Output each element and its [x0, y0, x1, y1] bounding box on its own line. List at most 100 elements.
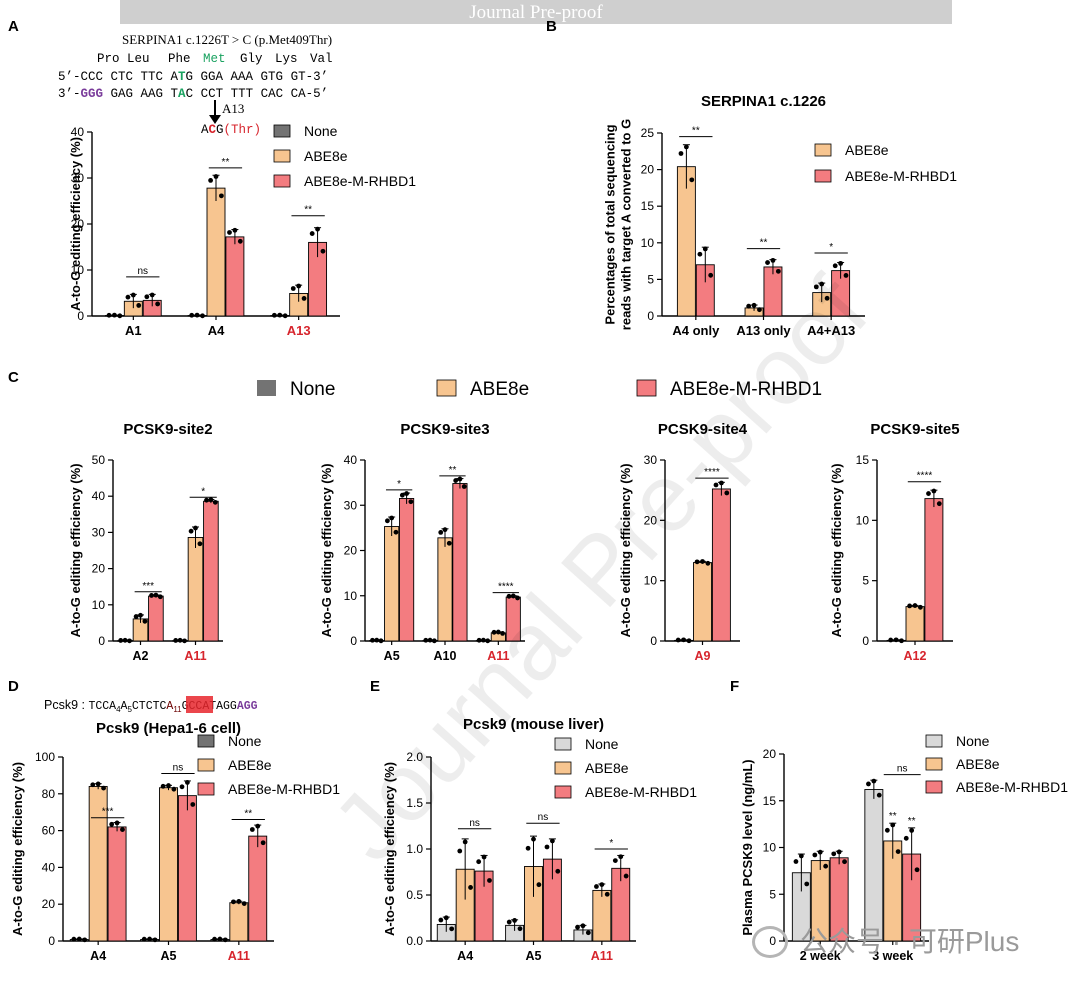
replicate-dot — [686, 638, 692, 644]
replicate-dot — [142, 618, 148, 624]
replicate-dot — [678, 151, 684, 156]
y-tick-label: 0 — [77, 309, 84, 323]
category-label: A5 — [384, 649, 400, 663]
y-tick-label: 100 — [35, 750, 55, 764]
legend-c-swatch-abe8e — [436, 379, 457, 397]
replicate-dot — [824, 295, 830, 301]
replicate-dot — [895, 849, 901, 855]
replicate-dot — [277, 312, 283, 318]
chart-legend: None ABE8e ABE8e-M-RHBD1 — [925, 733, 1068, 795]
replicate-dot — [136, 303, 142, 308]
replicate-dot — [604, 891, 610, 897]
replicate-dot — [476, 637, 482, 643]
replicate-dot — [217, 936, 223, 942]
replicate-dot — [708, 272, 714, 278]
legend-swatch — [554, 761, 572, 775]
replicate-dot — [197, 541, 203, 547]
category-label: A4 — [457, 949, 473, 963]
wechat-label: 公众号 · 可研Plus — [800, 926, 1020, 957]
legend-swatch — [814, 169, 832, 183]
antisense-strand: 3’-GGG GAG AAG TAC CCT TTT CAC CA-5’ — [58, 87, 328, 101]
replicate-dot — [442, 527, 448, 533]
replicate-dot — [866, 781, 871, 787]
significance-label: ** — [692, 126, 700, 137]
replicate-dot — [177, 637, 183, 643]
replicate-dot — [719, 480, 724, 486]
replicate-dot — [431, 638, 437, 644]
replicate-dot — [408, 499, 414, 505]
replicate-dot — [138, 612, 143, 618]
y-axis-label: Percentages of total sequencingreads wit… — [603, 119, 634, 330]
replicate-dot — [271, 312, 277, 318]
legend-label: ABE8e — [585, 760, 629, 776]
y-axis-label-line: reads with target A converted to G — [618, 119, 633, 330]
legend-swatch — [197, 782, 215, 796]
replicate-dot — [612, 858, 618, 863]
replicate-dot — [793, 859, 799, 864]
replicate-dot — [443, 915, 449, 921]
y-tick-label: 5 — [862, 574, 869, 588]
aa-phe: Phe — [168, 52, 191, 66]
replicate-dot — [751, 302, 757, 308]
replicate-dot — [871, 778, 877, 784]
bar — [924, 498, 944, 642]
replicate-dot — [689, 177, 695, 183]
replicate-dot — [457, 848, 463, 854]
bar — [225, 236, 245, 317]
replicate-dot — [453, 478, 459, 483]
replicate-dot — [114, 820, 120, 826]
replicate-dot — [842, 859, 847, 865]
legend-label: None — [228, 733, 262, 749]
replicate-dot — [255, 823, 261, 829]
category-label: A1 — [125, 323, 142, 338]
legend-label: ABE8e-M-RHBD1 — [228, 781, 340, 797]
replicate-dot — [122, 637, 128, 643]
replicate-dot — [208, 497, 214, 503]
significance-label: ** — [908, 816, 916, 827]
replicate-dot — [506, 593, 512, 599]
significance-label: ** — [449, 465, 457, 476]
legend-c: None ABE8e ABE8e-M-RHBD1 — [257, 379, 822, 400]
replicate-dot — [446, 540, 452, 546]
replicate-dot — [836, 849, 842, 855]
replicate-dot — [179, 784, 185, 790]
replicate-dot — [141, 936, 147, 942]
replicate-dot — [798, 853, 804, 859]
replicate-dot — [823, 863, 829, 869]
bar — [399, 498, 415, 642]
y-tick-label: 40 — [344, 453, 358, 467]
y-tick-label: 10 — [71, 263, 85, 277]
replicate-dot — [512, 917, 517, 923]
y-tick-label: 15 — [641, 199, 655, 213]
category-label: A13 only — [736, 323, 791, 338]
replicate-dot — [166, 783, 171, 788]
replicate-dot — [144, 294, 150, 300]
y-axis-label-line: Percentages of total sequencing — [603, 124, 618, 324]
y-tick-label: 5 — [647, 272, 654, 286]
replicate-dot — [775, 268, 781, 274]
replicate-dot — [212, 936, 217, 942]
replicate-dot — [449, 926, 455, 932]
replicate-dot — [481, 637, 486, 643]
replicate-dot — [127, 638, 132, 644]
legend-label: None — [956, 733, 990, 749]
replicate-dot — [370, 637, 375, 643]
replicate-dot — [681, 637, 686, 643]
bar — [107, 826, 127, 942]
y-tick-label: 80 — [42, 787, 56, 801]
legend-swatch — [273, 174, 291, 188]
y-tick-label: 20 — [763, 747, 777, 761]
replicate-dot — [404, 491, 409, 496]
sequence-annotation-d: Pcsk9 : TCCA4A5CTCTCA11GCCATAGGAGG — [44, 696, 258, 714]
significance-label: **** — [498, 582, 514, 593]
y-tick-label: 30 — [644, 453, 658, 467]
replicate-dot — [160, 783, 166, 789]
replicate-dot — [487, 878, 492, 883]
bar — [864, 789, 884, 942]
replicate-dot — [713, 482, 719, 488]
replicate-dot — [133, 614, 139, 619]
replicate-dot — [697, 251, 703, 257]
replicate-dot — [832, 263, 838, 269]
legend-swatch — [554, 785, 572, 799]
replicate-dot — [208, 177, 214, 183]
